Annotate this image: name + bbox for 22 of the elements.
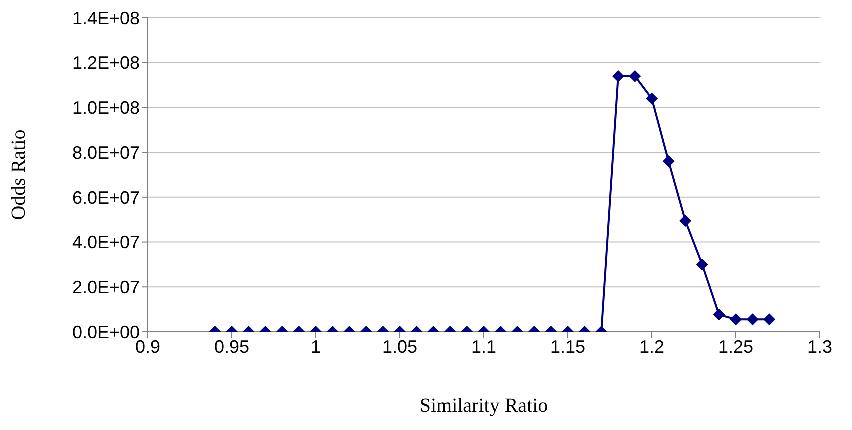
y-tick-label: 1.4E+08 (72, 8, 140, 28)
point (662, 156, 675, 168)
y-tick-label: 1.2E+08 (72, 53, 140, 74)
point (646, 92, 658, 105)
y-tick-label: 1.0E+08 (72, 98, 140, 118)
x-axis-title: Similarity Ratio (420, 395, 548, 417)
x-tick-label: 1.15 (550, 336, 586, 357)
y-tick-label: 8.0E+07 (72, 142, 140, 163)
x-tick-label: 1.2 (639, 336, 665, 357)
y-tick-label: 6.0E+07 (72, 188, 140, 208)
point (680, 214, 692, 227)
point (612, 70, 624, 82)
x-tick-label: 0.95 (214, 336, 250, 357)
y-axis-title: Odds Ratio (8, 130, 30, 220)
x-tick-label: 1.25 (718, 336, 754, 357)
x-tick-label: 1.1 (471, 336, 497, 357)
x-tick-label: 1.05 (382, 336, 418, 357)
x-tick-label: 1.3 (807, 336, 833, 357)
x-tick-label: 1 (310, 336, 322, 357)
y-tick-label: 2.0E+07 (72, 278, 140, 298)
point (629, 70, 642, 82)
y-tick-label: 4.0E+07 (72, 232, 140, 253)
